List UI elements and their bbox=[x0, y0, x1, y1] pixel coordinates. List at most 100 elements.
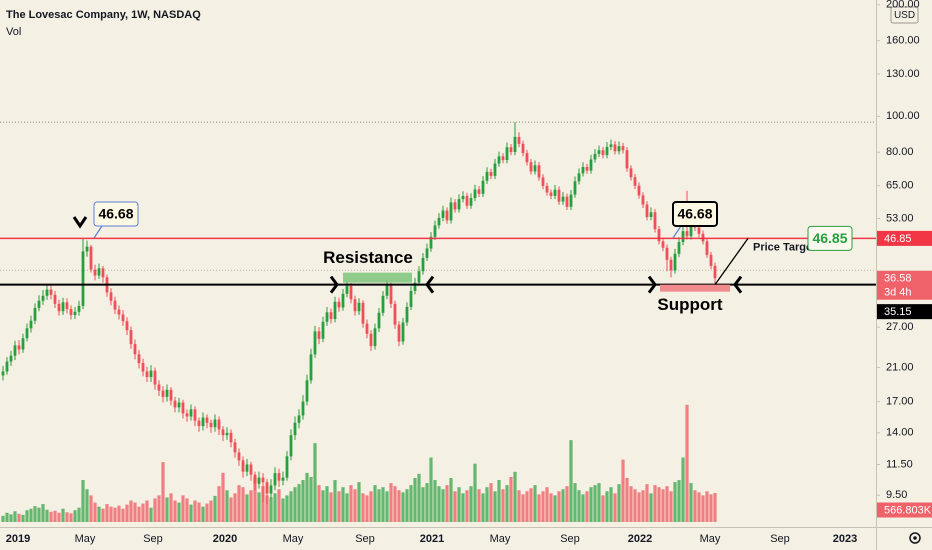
candle-body bbox=[617, 146, 621, 152]
candle-body bbox=[145, 371, 149, 378]
candle-body bbox=[121, 314, 125, 322]
volume-bar bbox=[97, 506, 101, 522]
x-tick-label: May bbox=[490, 533, 511, 545]
volume-bar bbox=[293, 487, 297, 522]
bracket bbox=[733, 275, 743, 294]
callout-box bbox=[672, 200, 718, 227]
volume-bar bbox=[209, 500, 213, 522]
volume-bar bbox=[185, 498, 189, 522]
callout-pointer bbox=[93, 225, 103, 239]
countdown-label: 3d 4h bbox=[884, 287, 912, 299]
candle-body bbox=[197, 420, 201, 427]
candle-body bbox=[361, 302, 365, 324]
volume-bar bbox=[333, 480, 337, 522]
volume-bar bbox=[349, 485, 353, 522]
candle-body bbox=[57, 303, 61, 312]
y-tick-label: 200.00 bbox=[886, 0, 920, 11]
candle-body bbox=[441, 210, 445, 218]
volume-bar bbox=[305, 472, 309, 522]
candle-body bbox=[385, 285, 389, 296]
candle-body bbox=[389, 285, 393, 304]
candle-body bbox=[633, 177, 637, 186]
volume-bar bbox=[617, 484, 621, 522]
last-price-label: 36.58 bbox=[884, 273, 912, 285]
volume-bar bbox=[449, 477, 453, 522]
candle-body bbox=[457, 199, 461, 210]
candle-body bbox=[705, 241, 709, 255]
candle-body bbox=[253, 474, 257, 484]
price-target-value: 46.85 bbox=[812, 230, 847, 246]
candle-body bbox=[81, 251, 85, 306]
volume-bar bbox=[241, 487, 245, 522]
candle-body bbox=[129, 330, 133, 345]
x-tick-label: Sep bbox=[560, 533, 580, 545]
volume-bar bbox=[677, 480, 681, 522]
x-tick-label: May bbox=[700, 533, 721, 545]
volume-bar bbox=[145, 500, 149, 522]
volume-bar bbox=[645, 484, 649, 522]
plot-area bbox=[0, 121, 876, 522]
volume-bar bbox=[65, 512, 69, 522]
candle-body bbox=[413, 282, 417, 291]
candle-body bbox=[133, 344, 137, 355]
candle-body bbox=[249, 464, 253, 475]
volume-bar bbox=[245, 494, 249, 522]
candle-body bbox=[165, 389, 169, 397]
volume-bar bbox=[569, 440, 573, 522]
candle-body bbox=[609, 144, 613, 147]
candle-body bbox=[653, 212, 657, 230]
volume-bar bbox=[273, 493, 277, 522]
chart-title: The Lovesac Company, 1W, NASDAQ bbox=[6, 9, 201, 21]
volume-bar bbox=[709, 494, 713, 522]
volume-bar bbox=[429, 457, 433, 522]
candle-body bbox=[405, 306, 409, 323]
candle-body bbox=[321, 321, 325, 339]
volume-bar bbox=[85, 489, 89, 522]
candle-body bbox=[473, 189, 477, 199]
volume-bar bbox=[489, 483, 493, 522]
volume-bar bbox=[53, 510, 57, 522]
volume-bar bbox=[433, 480, 437, 522]
volume-bar bbox=[533, 485, 537, 522]
candle-body bbox=[173, 400, 177, 408]
candle-body bbox=[541, 177, 545, 186]
currency-box[interactable] bbox=[890, 6, 919, 24]
volume-bar bbox=[481, 493, 485, 522]
candle-body bbox=[697, 227, 701, 234]
candle-body bbox=[661, 241, 665, 248]
candle-body bbox=[273, 473, 277, 486]
candle-body bbox=[349, 285, 353, 300]
candle-body bbox=[553, 189, 557, 196]
x-tick-label: Sep bbox=[770, 533, 790, 545]
volume-bar bbox=[649, 493, 653, 522]
candle-body bbox=[13, 345, 17, 356]
candle-body bbox=[37, 300, 41, 309]
candle-body bbox=[61, 302, 65, 312]
volume-bar bbox=[257, 492, 261, 522]
settings-icon[interactable] bbox=[909, 532, 921, 544]
volume-bar bbox=[613, 493, 617, 522]
candle-body bbox=[149, 370, 153, 378]
volume-bar bbox=[565, 486, 569, 522]
candle-body bbox=[437, 217, 441, 226]
candle-body bbox=[481, 180, 485, 194]
volume-bar bbox=[661, 489, 665, 522]
volume-bar bbox=[9, 514, 13, 522]
price-target-text: Price Target bbox=[753, 241, 816, 253]
volume-bar bbox=[261, 486, 265, 522]
candle-body bbox=[93, 269, 97, 276]
candle-body bbox=[597, 150, 601, 154]
candle-body bbox=[509, 147, 513, 153]
candle-body bbox=[501, 156, 505, 161]
resistance-zone bbox=[343, 272, 412, 283]
volume-bar bbox=[313, 443, 317, 522]
volume-bar bbox=[357, 482, 361, 522]
candle-body bbox=[209, 422, 213, 428]
candle-body bbox=[153, 370, 157, 385]
volume-bar bbox=[381, 487, 385, 522]
candle-body bbox=[29, 320, 33, 329]
volume-bar bbox=[153, 498, 157, 522]
target-line bbox=[714, 238, 749, 286]
volume-bar bbox=[345, 493, 349, 522]
volume-bar bbox=[457, 487, 461, 522]
